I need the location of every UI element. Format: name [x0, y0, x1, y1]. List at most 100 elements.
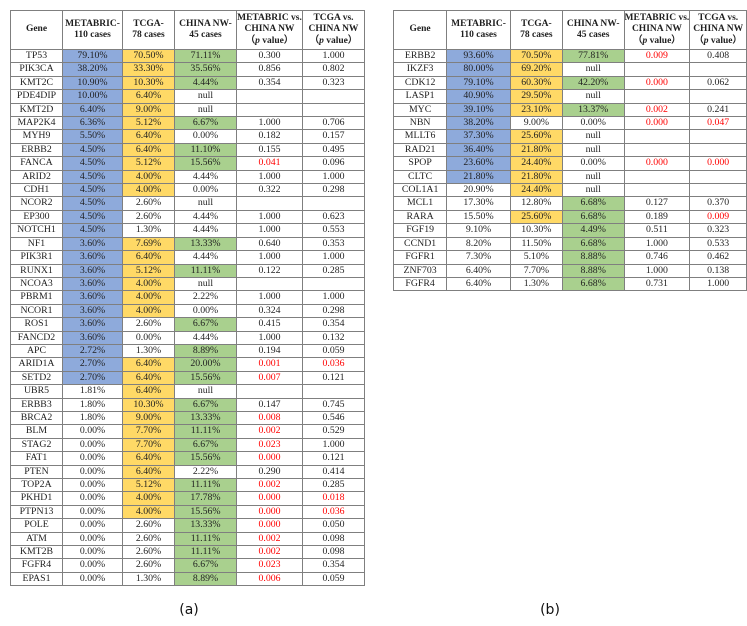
gene-cell: CDK12	[392, 75, 448, 91]
p-value-tcga-vs-china-cell: 0.370	[689, 196, 747, 211]
tcga-cell: 6.40%	[122, 464, 175, 480]
p-value-metabric-vs-china-cell	[623, 183, 691, 198]
china-nw-cell: 11.11%	[174, 477, 237, 493]
gene-cell: IKZF3	[392, 62, 448, 77]
table-row: IKZF3 80.00% 69.20% null	[392, 62, 747, 77]
p-value-metabric-vs-china-cell	[623, 62, 691, 77]
p-value-tcga-vs-china-cell: 0.706	[302, 116, 365, 131]
p-value-tcga-vs-china-cell: 0.285	[302, 477, 365, 493]
china-nw-cell: 35.56%	[174, 62, 237, 77]
metabric-cell: 6.40%	[446, 263, 511, 278]
tcga-cell: 2.60%	[122, 531, 175, 547]
tcga-cell: 4.00%	[122, 276, 175, 292]
p-value-tcga-vs-china-cell: 0.623	[302, 209, 365, 225]
column-header: METABRIC vs. CHINA NW （p value）	[623, 10, 691, 50]
p-value-tcga-vs-china-cell: 0.018	[302, 491, 365, 506]
table-row: CCND1 8.20% 11.50% 6.68% 1.000 0.533	[392, 236, 747, 252]
tcga-cell: 6.40%	[122, 370, 175, 386]
tcga-cell: 9.00%	[122, 410, 175, 426]
china-nw-cell: 15.56%	[174, 451, 237, 466]
p-value-metabric-vs-china-cell: 1.000	[236, 290, 303, 305]
metabric-cell: 1.81%	[62, 384, 123, 399]
tcga-cell: 29.50%	[509, 89, 563, 104]
gene-cell: EP300	[10, 209, 63, 225]
p-value-metabric-vs-china-cell: 1.000	[236, 250, 303, 265]
p-value-metabric-vs-china-cell: 0.147	[236, 397, 303, 412]
table-row: POLE 0.00% 2.60% 13.33% 0.000 0.050	[10, 518, 365, 533]
china-nw-cell: 11.11%	[174, 263, 237, 278]
tcga-cell: 4.00%	[122, 504, 175, 520]
tcga-cell: 10.30%	[509, 223, 563, 238]
tcga-cell: 21.80%	[509, 142, 563, 158]
metabric-cell: 23.60%	[446, 156, 511, 171]
p-value-metabric-vs-china-cell: 0.122	[236, 263, 303, 278]
p-value-metabric-vs-china-cell	[623, 169, 691, 185]
p-value-metabric-vs-china-cell: 0.194	[236, 343, 303, 359]
tcga-cell: 4.00%	[122, 290, 175, 305]
p-value-tcga-vs-china-cell	[302, 102, 365, 118]
tcga-cell: 21.80%	[509, 169, 563, 185]
p-value-tcga-vs-china-cell: 0.354	[302, 317, 365, 332]
china-nw-cell: 4.44%	[174, 250, 237, 265]
china-nw-cell: 11.11%	[174, 545, 237, 560]
metabric-cell: 6.36%	[62, 116, 123, 131]
column-header: TCGA- 78 cases	[509, 10, 563, 50]
p-value-tcga-vs-china-cell: 0.059	[302, 343, 365, 359]
p-value-metabric-vs-china-cell: 0.856	[236, 62, 303, 77]
table-row: NCOA3 3.60% 4.00% null	[10, 276, 365, 292]
table-row: NCOR1 3.60% 4.00% 0.00% 0.324 0.298	[10, 303, 365, 319]
p-value-metabric-vs-china-cell: 0.322	[236, 183, 303, 198]
table-row: SPOP 23.60% 24.40% 0.00% 0.000 0.000	[392, 156, 747, 171]
tcga-cell: 5.12%	[122, 156, 175, 171]
tcga-cell: 2.60%	[122, 545, 175, 560]
table-row: COL1A1 20.90% 24.40% null	[392, 183, 747, 198]
table-row: FANCD2 3.60% 0.00% 4.44% 1.000 0.132	[10, 330, 365, 345]
gene-cell: BLM	[10, 424, 63, 439]
metabric-cell: 79.10%	[446, 75, 511, 91]
table-row: ERBB2 93.60% 70.50% 77.81% 0.009 0.408	[392, 48, 747, 64]
china-nw-cell: 8.88%	[561, 250, 625, 265]
china-nw-cell: 17.78%	[174, 491, 237, 506]
p-value-metabric-vs-china-cell: 0.009	[623, 48, 691, 64]
china-nw-cell: null	[561, 183, 625, 198]
p-value-tcga-vs-china-cell: 0.414	[302, 464, 365, 480]
metabric-cell: 1.80%	[62, 397, 123, 412]
p-value-tcga-vs-china-cell	[302, 384, 365, 399]
p-value-tcga-vs-china-cell: 0.000	[689, 156, 747, 171]
gene-cell: PKHD1	[10, 491, 63, 506]
gene-cell: FANCD2	[10, 330, 63, 345]
column-header: METABRIC- 110 cases	[446, 10, 511, 50]
gene-cell: PDE4DIP	[10, 89, 63, 104]
metabric-cell: 17.30%	[446, 196, 511, 211]
gene-cell: ERBB2	[392, 48, 448, 64]
p-value-metabric-vs-china-cell: 0.324	[236, 303, 303, 319]
p-value-metabric-vs-china-cell: 0.300	[236, 48, 303, 64]
tcga-cell: 60.30%	[509, 75, 563, 91]
gene-cell: CCND1	[392, 236, 448, 252]
gene-cell: MLLT6	[392, 129, 448, 144]
gene-cell: NF1	[10, 236, 63, 252]
p-value-metabric-vs-china-cell: 1.000	[236, 116, 303, 131]
metabric-cell: 93.60%	[446, 48, 511, 64]
table-a-panel: Gene METABRIC- 110 cases TCGA- 78 cases CHINA…	[10, 10, 365, 587]
p-value-metabric-vs-china-cell	[623, 142, 691, 158]
metabric-cell: 4.50%	[62, 183, 123, 198]
gene-cell: PIK3CA	[10, 62, 63, 77]
metabric-cell: 38.20%	[446, 116, 511, 131]
p-value-metabric-vs-china-cell: 1.000	[236, 209, 303, 225]
column-header: METABRIC vs. CHINA NW （p value）	[236, 10, 303, 50]
p-value-metabric-vs-china-cell: 0.731	[623, 276, 691, 292]
china-nw-cell: 6.67%	[174, 317, 237, 332]
table-row: PTEN 0.00% 6.40% 2.22% 0.290 0.414	[10, 464, 365, 480]
column-header: METABRIC- 110 cases	[62, 10, 123, 50]
china-nw-cell: null	[174, 89, 237, 104]
tcga-cell: 2.60%	[122, 196, 175, 211]
metabric-cell: 3.60%	[62, 263, 123, 278]
china-nw-cell: 8.88%	[561, 263, 625, 278]
tcga-cell: 4.00%	[122, 169, 175, 185]
tcga-cell: 6.40%	[122, 89, 175, 104]
china-nw-cell: 15.56%	[174, 504, 237, 520]
metabric-cell: 0.00%	[62, 477, 123, 493]
tcga-cell: 5.12%	[122, 116, 175, 131]
metabric-cell: 3.60%	[62, 330, 123, 345]
